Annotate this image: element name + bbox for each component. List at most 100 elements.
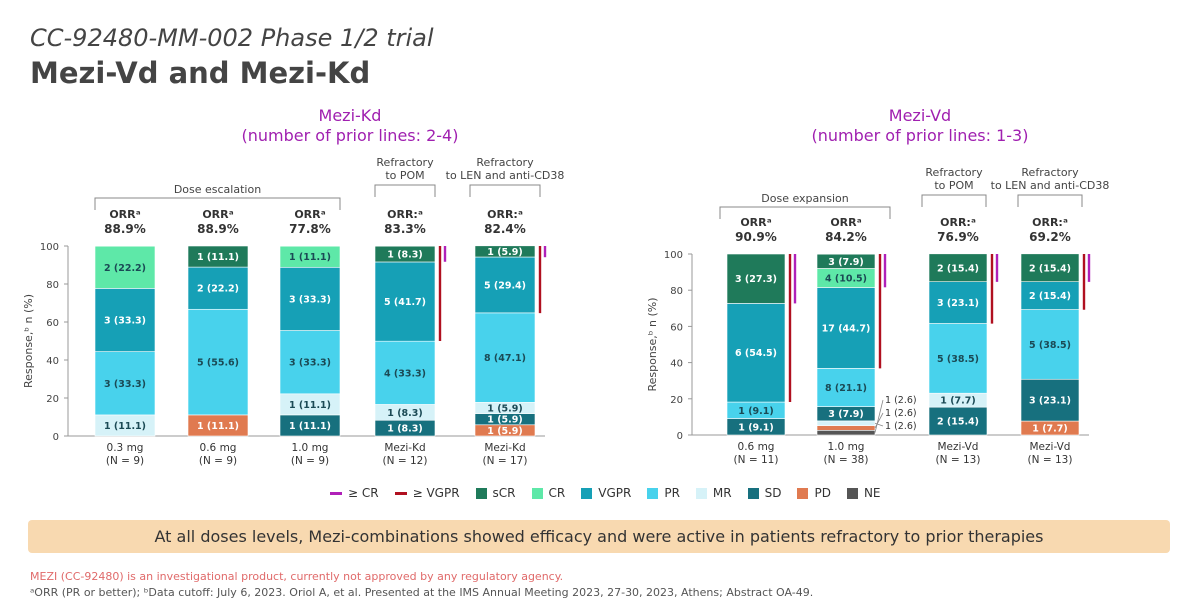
bar-segment-pr <box>94 351 156 416</box>
orr-value: 69.2% <box>1029 230 1071 244</box>
category-label: 0.3 mg <box>107 442 144 454</box>
left-panel-title-line1: Mezi-Kd <box>318 106 382 125</box>
orr-value: 83.3% <box>384 222 426 236</box>
segment-label: 1 (5.9) <box>487 403 522 414</box>
category-label: Mezi-Vd <box>938 441 979 453</box>
legend-item: VGPR <box>581 486 631 500</box>
group-label: Refractory <box>476 156 534 169</box>
category-label: 1.0 mg <box>828 441 865 453</box>
legend-label: MR <box>712 486 732 500</box>
bar-segment-scr <box>726 253 786 304</box>
segment-label: 17 (44.7) <box>822 323 871 334</box>
group-label: Refractory <box>925 166 983 179</box>
orr-value: 90.9% <box>735 230 777 244</box>
segment-label: 1 (11.1) <box>104 421 146 432</box>
orr-label: ORR:ᵃ <box>387 208 423 221</box>
bar-segment-scr <box>928 253 988 282</box>
orr-value: 82.4% <box>484 222 526 236</box>
legend-color-swatch <box>531 487 543 499</box>
category-label: Mezi-Vd <box>1030 441 1071 453</box>
group-bracket <box>719 206 891 219</box>
orr-label: ORR:ᵃ <box>940 216 976 229</box>
legend-item: ≥ CR <box>330 486 379 500</box>
bar-segment-scr <box>1020 253 1080 282</box>
segment-label: 5 (41.7) <box>384 297 426 308</box>
bar-segment-cr <box>94 245 156 289</box>
segment-label: 1 (5.9) <box>487 247 522 258</box>
group-bracket <box>469 184 541 197</box>
legend-item: CR <box>531 486 565 500</box>
bar-segment-ne <box>816 429 876 436</box>
right-panel-title: Mezi-Vd (number of prior lines: 1-3) <box>790 106 1050 146</box>
mezi-vd-chart: 0 20 40 60 80 100 Response,ᵇ n (%) Dose expansi… <box>646 166 1110 466</box>
legend-item: NE <box>846 486 881 500</box>
left-panel-title: Mezi-Kd (number of prior lines: 2-4) <box>220 106 480 146</box>
legend-color-swatch <box>475 487 487 499</box>
group-label: to LEN and anti-CD38 <box>446 169 565 182</box>
bar-segment-vgpr <box>279 266 341 331</box>
legend-item: PD <box>797 486 831 500</box>
segment-label: 5 (38.5) <box>937 354 979 365</box>
slide-title: Mezi-Vd and Mezi-Kd <box>30 56 371 90</box>
segment-label: 5 (29.4) <box>484 280 526 291</box>
y-tick-label: 100 <box>40 242 59 253</box>
category-n-label: (N = 9) <box>199 455 237 467</box>
segment-label: 1 (11.1) <box>289 400 331 411</box>
category-label: Mezi-Kd <box>384 442 425 454</box>
legend-color-swatch <box>747 487 759 499</box>
orr-label: ORR:ᵃ <box>487 208 523 221</box>
y-tick-label: 20 <box>46 394 59 405</box>
segment-label: 8 (47.1) <box>484 353 526 364</box>
segment-label: 3 (23.1) <box>937 298 979 309</box>
segment-label: 2 (15.4) <box>1029 263 1071 274</box>
segment-label: 2 (22.2) <box>197 284 239 295</box>
y-tick-label: 40 <box>46 356 59 367</box>
references-footnote: ᵃORR (PR or better); ᵇData cutoff: July … <box>30 586 814 599</box>
mezi-kd-chart: 0 20 40 60 80 100 Response,ᵇ n (%) Dose escalat… <box>22 156 565 467</box>
y-tick-label: 60 <box>670 322 683 333</box>
segment-label: 2 (15.4) <box>1029 291 1071 302</box>
legend-label: NE <box>863 486 881 500</box>
bar-segment-sd <box>928 406 988 436</box>
segment-label: 1 (7.7) <box>940 396 975 407</box>
orr-value: 77.8% <box>289 222 331 236</box>
group-label: Refractory <box>1021 166 1079 179</box>
orr-label: ORRᵃ <box>294 208 325 221</box>
segment-label: 1 (11.1) <box>289 421 331 432</box>
segment-label: 1 (8.3) <box>387 408 422 419</box>
segment-label: 3 (33.3) <box>289 294 331 305</box>
orr-value: 88.9% <box>197 222 239 236</box>
y-tick-label: 20 <box>670 395 683 406</box>
bar-segment-cr <box>279 245 341 268</box>
legend-label: SD <box>764 486 782 500</box>
bar-segment-vgpr <box>726 303 786 403</box>
category-label: 1.0 mg <box>292 442 329 454</box>
group-label: to LEN and anti-CD38 <box>991 179 1110 192</box>
category-n-label: (N = 9) <box>106 455 144 467</box>
segment-label: 3 (33.3) <box>289 358 331 369</box>
segment-label: 5 (38.5) <box>1029 340 1071 351</box>
segment-label: 1 (11.1) <box>197 252 239 263</box>
y-tick-label: 100 <box>664 250 683 261</box>
segment-label: 1 (7.7) <box>1032 424 1067 435</box>
category-label: 0.6 mg <box>200 442 237 454</box>
group-label: to POM <box>934 179 973 192</box>
segment-label: 3 (7.9) <box>828 409 863 420</box>
bar-segment-pr <box>187 308 249 416</box>
orr-label: ORRᵃ <box>109 208 140 221</box>
group-label: Dose escalation <box>174 183 261 196</box>
segment-label: 1 (8.3) <box>387 424 422 435</box>
bar-segment-pr <box>928 323 988 394</box>
group-label: Dose expansion <box>761 192 848 205</box>
bar-segment-vgpr <box>1020 281 1080 310</box>
segment-label: 2 (15.4) <box>937 263 979 274</box>
right-panel-title-line2: (number of prior lines: 1-3) <box>811 126 1029 145</box>
bar-segment-scr <box>474 245 536 258</box>
category-n-label: (N = 38) <box>824 454 869 466</box>
segment-label: 3 (33.3) <box>104 316 146 327</box>
segment-label: 6 (54.5) <box>735 348 777 359</box>
bar-segment-pr <box>474 312 536 403</box>
legend-line-swatch <box>330 491 342 495</box>
left-panel-title-line2: (number of prior lines: 2-4) <box>241 126 459 145</box>
segment-label: 1 (9.1) <box>738 422 773 433</box>
